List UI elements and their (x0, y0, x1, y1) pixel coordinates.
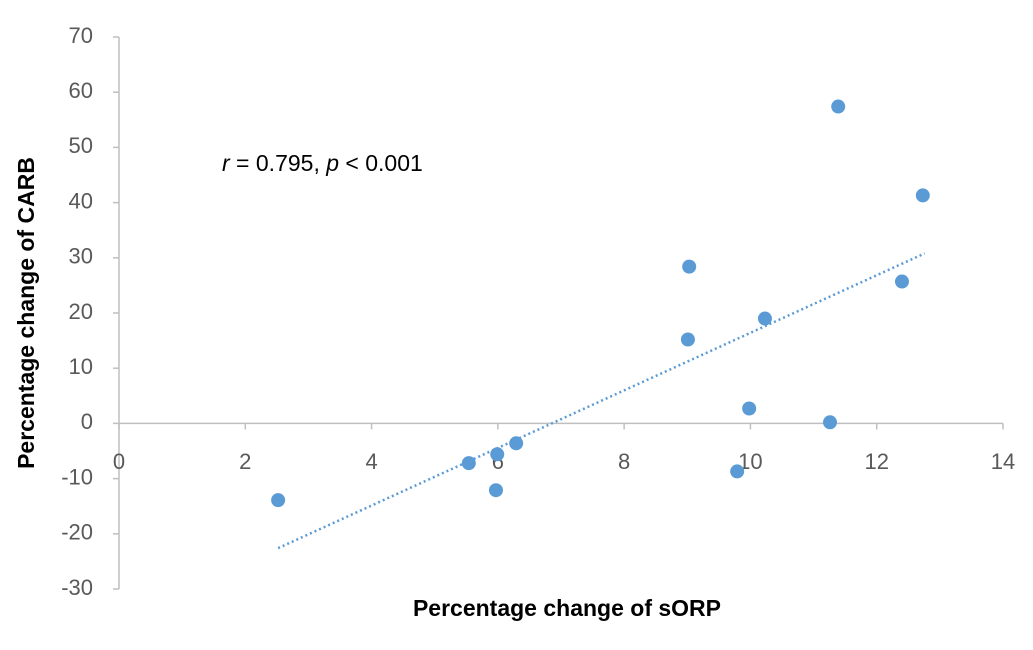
x-tick-label: 0 (113, 449, 125, 474)
point (757, 311, 772, 326)
x-tick-label: 12 (864, 449, 888, 474)
x-tick-label: 8 (618, 449, 630, 474)
point (742, 401, 757, 416)
point (490, 447, 505, 462)
y-tick-label: 40 (69, 188, 93, 213)
point (831, 99, 846, 114)
point (730, 464, 745, 479)
annotation-part: < 0.001 (339, 150, 423, 176)
y-tick-label: 70 (69, 23, 93, 48)
annotation-part: r (222, 150, 231, 176)
annotation-part: p (325, 150, 339, 176)
trendline (277, 252, 926, 550)
point (894, 274, 909, 289)
point (509, 436, 524, 451)
point (461, 456, 476, 471)
x-tick-label: 4 (365, 449, 377, 474)
y-tick-label: 30 (69, 244, 93, 269)
y-tick-label: 0 (81, 409, 93, 434)
x-tick-label: 2 (239, 449, 251, 474)
y-tick-label: -30 (61, 575, 93, 600)
y-tick-label: 10 (69, 354, 93, 379)
annotation: r = 0.795, p < 0.001 (222, 150, 423, 176)
y-tick-label: 50 (69, 133, 93, 158)
y-tick-label: -20 (61, 520, 93, 545)
y-axis-title: Percentage change of CARB (13, 157, 39, 469)
point (488, 483, 503, 498)
x-axis-title: Percentage change of sORP (413, 595, 721, 621)
point (271, 493, 286, 508)
point (822, 415, 837, 430)
y-tick-label: 60 (69, 78, 93, 103)
x-tick-label: 14 (991, 449, 1015, 474)
point (915, 188, 930, 203)
point (682, 259, 697, 274)
annotation-part: = 0.795, (230, 150, 327, 176)
point (680, 332, 695, 347)
y-tick-label: -10 (61, 464, 93, 489)
y-tick-label: 20 (69, 299, 93, 324)
